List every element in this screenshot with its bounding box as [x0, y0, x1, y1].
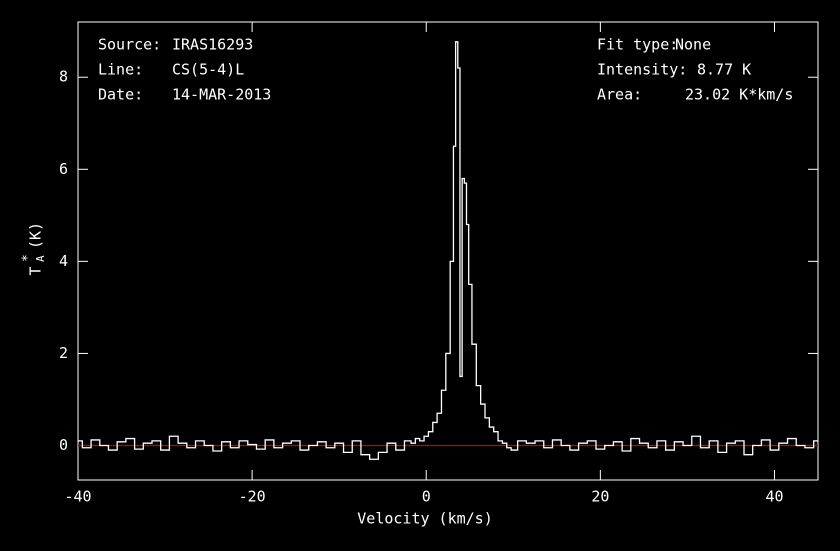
info-value: 14-MAR-2013 [172, 86, 271, 104]
y-label-sup: * [21, 254, 36, 262]
info-label: Line: [98, 61, 143, 79]
x-axis-label: Velocity (km/s) [357, 510, 492, 528]
y-tick-label: 0 [59, 436, 68, 454]
info-label: Date: [98, 86, 143, 104]
y-tick-label: 6 [59, 160, 68, 178]
spectrum-line [78, 41, 818, 460]
x-tick-label: -40 [64, 488, 91, 506]
y-axis-label: T A * (K) [21, 222, 48, 276]
y-label-symbol: T [27, 266, 45, 275]
x-tick-label: -20 [239, 488, 266, 506]
info-label: Fit type: [597, 36, 678, 54]
x-tick-label: 20 [591, 488, 609, 506]
info-value: 23.02 K*km/s [685, 86, 793, 104]
y-tick-label: 8 [59, 68, 68, 86]
info-label: Area: [597, 86, 642, 104]
info-value: 8.77 K [697, 61, 751, 79]
y-label-unit: (K) [27, 222, 45, 249]
info-value: IRAS16293 [172, 36, 253, 54]
plot-frame [77, 21, 819, 481]
x-tick-label: 40 [765, 488, 783, 506]
y-tick-label: 4 [59, 252, 68, 270]
info-value: CS(5-4)L [172, 61, 244, 79]
info-label: Source: [98, 36, 161, 54]
info-label: Intensity: [597, 61, 687, 79]
y-label-sub: A [34, 255, 47, 262]
x-tick-label: 0 [422, 488, 431, 506]
y-tick-label: 2 [59, 344, 68, 362]
info-value: None [675, 36, 711, 54]
